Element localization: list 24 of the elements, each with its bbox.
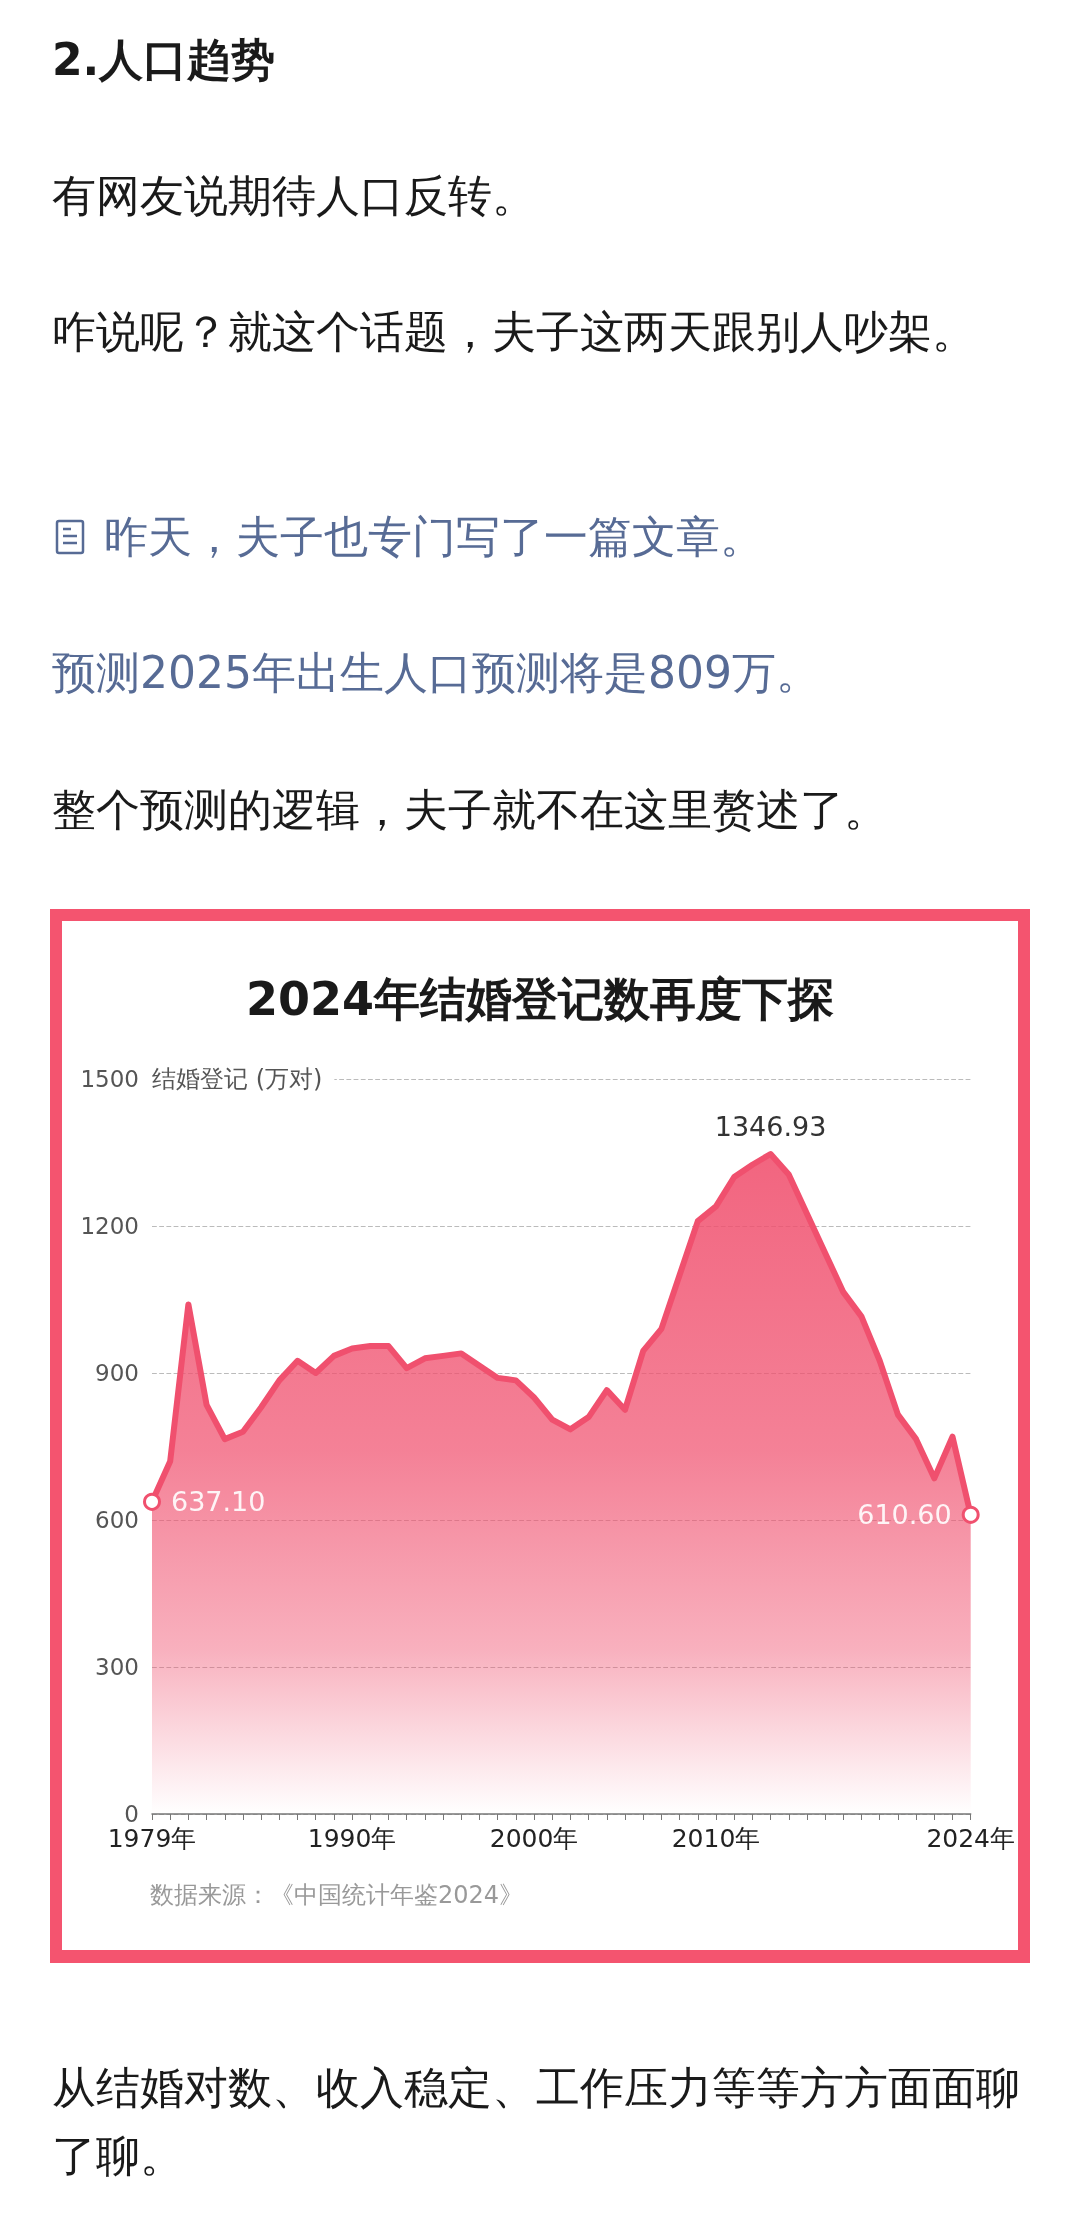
chart-title: 2024年结婚登记数再度下探 xyxy=(245,972,835,1026)
text: 昨天，夫子也专门写了一篇文章。 xyxy=(104,510,765,564)
y-tick-label: 600 xyxy=(95,1507,139,1533)
data-label: 1346.93 xyxy=(714,1111,827,1142)
y-tick-label: 900 xyxy=(95,1360,139,1386)
data-label: 637.10 xyxy=(171,1486,266,1518)
x-tick-label: 1990年 xyxy=(307,1824,397,1853)
text: 咋说呢？就这个话题，夫子这两天跟别人吵架。 xyxy=(52,305,977,359)
data-label: 610.60 xyxy=(857,1499,952,1531)
x-tick-label: 1979年 xyxy=(107,1824,197,1853)
x-tick-label: 2000年 xyxy=(489,1824,579,1853)
y-tick-label: 0 xyxy=(124,1801,139,1827)
x-tick-label: 2010年 xyxy=(671,1824,761,1853)
y-axis-title: 结婚登记 (万对) xyxy=(152,1065,323,1093)
text: 预测2025年出生人口预测将是809万。 xyxy=(52,646,821,700)
text: 2.人口趋势 xyxy=(52,33,277,87)
y-tick-label: 1500 xyxy=(80,1066,139,1092)
text: 整个预测的逻辑，夫子就不在这里赘述了。 xyxy=(52,783,889,837)
text: 从结婚对数、收入稳定、工作压力等等方方面面聊了聊。 xyxy=(52,2061,1021,2183)
y-tick-label: 300 xyxy=(95,1654,139,1680)
x-tick-label: 2024年 xyxy=(926,1824,1015,1853)
text: 有网友说期待人口反转。 xyxy=(52,169,537,223)
y-tick-label: 1200 xyxy=(80,1213,139,1239)
source-note: 数据来源：《中国统计年鉴2024》 xyxy=(150,1880,525,1910)
